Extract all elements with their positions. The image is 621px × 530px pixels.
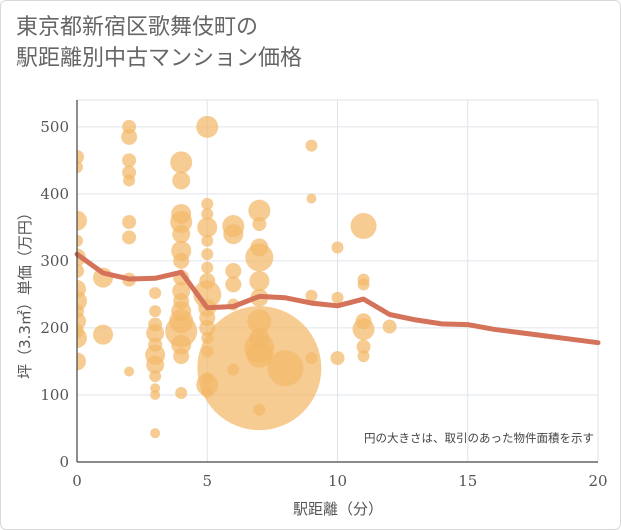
bubble-point: [146, 355, 165, 374]
bubble-point: [77, 327, 87, 348]
bubble-point: [77, 352, 86, 371]
bubble-point: [122, 153, 137, 168]
bubble-point: [223, 224, 244, 245]
bubble-point: [172, 171, 191, 190]
y-tick-label: 300: [40, 252, 69, 270]
bubble-point: [149, 287, 162, 300]
bubble-point: [201, 248, 214, 261]
bubble-point: [225, 262, 242, 279]
bubble-point: [170, 151, 193, 174]
bubble-point: [150, 389, 161, 400]
bubble-point: [357, 350, 370, 363]
bubble-point: [77, 149, 84, 164]
bubble-point: [197, 306, 322, 431]
y-tick-label: 100: [40, 386, 69, 404]
bubble-point: [77, 263, 84, 278]
x-tick-label: 10: [328, 472, 347, 490]
trend-line-layer: [74, 251, 601, 346]
x-axis-label: 駅距離（分）: [293, 500, 383, 518]
chart-title: 東京都新宿区歌舞伎町の 駅距離別中古マンション価格: [16, 12, 302, 74]
bubble-point: [77, 161, 83, 174]
bubble-point: [331, 291, 344, 304]
bubble-point: [357, 278, 370, 291]
bubble-point: [252, 217, 267, 232]
bubble-point: [201, 207, 214, 220]
bubble-point: [253, 403, 266, 416]
bubble-point: [146, 324, 165, 343]
average-price-line: [74, 251, 601, 346]
x-tick-label: 5: [202, 472, 212, 490]
bubble-point: [306, 193, 317, 204]
x-tick-label: 20: [588, 472, 607, 490]
bubble-point: [352, 318, 375, 341]
gridlines: [77, 99, 599, 462]
bubble-size-note: 円の大きさは、取引のあった物件面積を示す: [364, 431, 594, 445]
bubble-point: [330, 351, 345, 366]
bubble-point: [267, 350, 304, 387]
bubble-point: [331, 241, 344, 254]
bubble-point: [197, 217, 218, 238]
bubble-point: [77, 234, 83, 247]
x-tick-label: 0: [72, 472, 82, 490]
bubble-point: [172, 225, 191, 244]
bubble-point: [173, 348, 190, 365]
bubble-point: [350, 213, 377, 240]
bubble-point: [249, 271, 270, 291]
bubble-layer: [77, 115, 397, 439]
bubble-point: [201, 261, 214, 274]
bubble-point: [196, 115, 219, 138]
bubble-point: [245, 243, 274, 272]
bubble-point: [382, 319, 397, 334]
y-tick-label: 0: [59, 453, 69, 471]
y-tick-label: 200: [40, 319, 69, 337]
bubble-point: [171, 334, 192, 355]
bubble-point: [201, 197, 214, 210]
y-axis-label: 坪（3.3㎡）単価（万円）: [16, 205, 34, 379]
bubble-point: [150, 428, 161, 439]
bubble-point: [356, 339, 371, 354]
bubble-point: [305, 352, 318, 365]
bubble-point: [121, 128, 138, 145]
bubble-point: [149, 370, 162, 383]
bubble-point: [305, 139, 318, 152]
bubble-point: [149, 305, 162, 318]
x-tick-label: 15: [458, 472, 477, 490]
chart-title-line-1: 東京都新宿区歌舞伎町の: [16, 15, 259, 40]
bubble-point: [175, 386, 188, 399]
axes: [76, 100, 598, 463]
y-tick-label: 500: [40, 118, 69, 136]
y-tick-label: 400: [40, 185, 69, 203]
bubble-point: [122, 230, 137, 245]
bubble-point: [248, 199, 271, 222]
bubble-point: [122, 215, 137, 230]
bubble-point: [123, 174, 136, 187]
bubble-point: [305, 289, 318, 302]
bubble-point: [225, 276, 242, 293]
bubble-point: [93, 324, 114, 345]
chart-title-line-2: 駅距離別中古マンション価格: [16, 46, 303, 71]
bubble-point: [201, 234, 214, 247]
bubble-point: [124, 366, 135, 377]
bubble-point: [173, 252, 190, 269]
bubble-point: [77, 210, 87, 231]
